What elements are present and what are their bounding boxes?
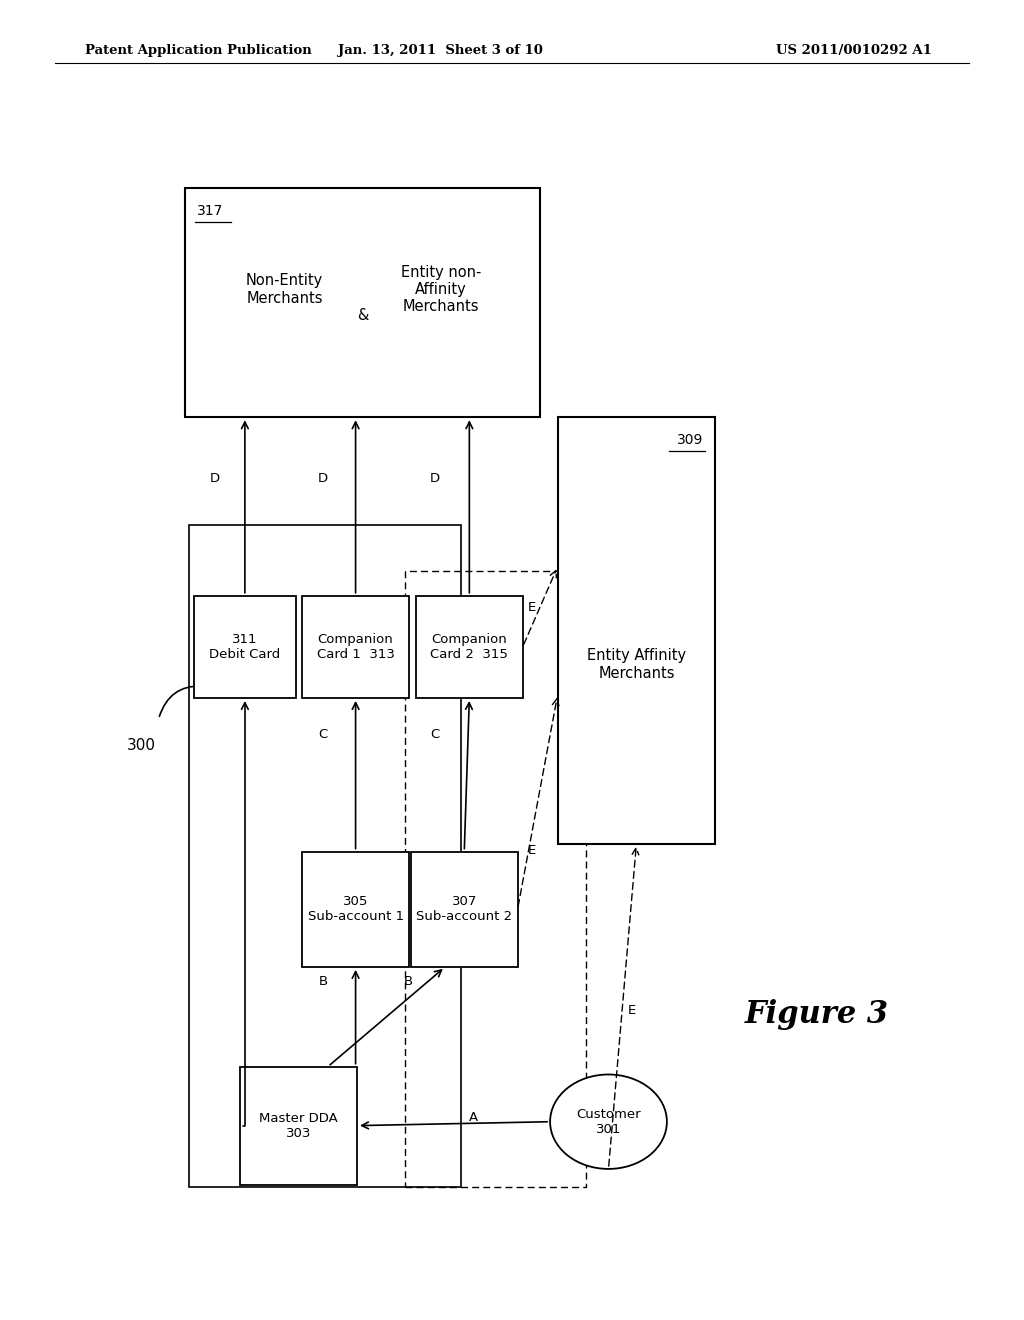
Text: &: & (357, 308, 369, 323)
Text: A: A (469, 1111, 478, 1125)
Text: B: B (318, 975, 328, 987)
Text: Customer
301: Customer 301 (577, 1107, 641, 1135)
FancyBboxPatch shape (195, 595, 296, 698)
Text: E: E (628, 1003, 636, 1016)
FancyBboxPatch shape (302, 595, 409, 698)
FancyBboxPatch shape (302, 851, 409, 968)
Text: 300: 300 (127, 738, 156, 752)
Text: 307
Sub-account 2: 307 Sub-account 2 (416, 895, 512, 923)
Text: 309: 309 (677, 433, 702, 447)
Text: E: E (528, 601, 537, 614)
Ellipse shape (550, 1074, 667, 1170)
FancyBboxPatch shape (558, 417, 715, 843)
Text: US 2011/0010292 A1: US 2011/0010292 A1 (776, 44, 932, 57)
Text: Companion
Card 2  315: Companion Card 2 315 (430, 632, 508, 661)
Text: E: E (528, 843, 537, 857)
Text: 311
Debit Card: 311 Debit Card (209, 632, 281, 661)
Text: D: D (430, 473, 440, 486)
Text: D: D (209, 473, 219, 486)
Text: Non-Entity
Merchants: Non-Entity Merchants (246, 273, 324, 306)
Text: Master DDA
303: Master DDA 303 (259, 1111, 338, 1139)
Text: 305
Sub-account 1: 305 Sub-account 1 (307, 895, 403, 923)
FancyBboxPatch shape (416, 595, 522, 698)
Text: 317: 317 (198, 203, 223, 218)
FancyArrowPatch shape (160, 682, 201, 717)
Text: Jan. 13, 2011  Sheet 3 of 10: Jan. 13, 2011 Sheet 3 of 10 (339, 44, 544, 57)
FancyBboxPatch shape (185, 187, 541, 417)
Text: C: C (318, 729, 328, 742)
Text: Figure 3: Figure 3 (744, 999, 889, 1030)
Text: Patent Application Publication: Patent Application Publication (85, 44, 312, 57)
FancyBboxPatch shape (241, 1067, 357, 1184)
Text: C: C (430, 729, 439, 742)
Text: Entity non-
Affinity
Merchants: Entity non- Affinity Merchants (400, 264, 481, 314)
FancyBboxPatch shape (411, 851, 517, 968)
Text: B: B (403, 975, 413, 987)
Text: D: D (318, 473, 328, 486)
Text: Entity Affinity
Merchants: Entity Affinity Merchants (587, 648, 686, 681)
Text: Companion
Card 1  313: Companion Card 1 313 (316, 632, 394, 661)
